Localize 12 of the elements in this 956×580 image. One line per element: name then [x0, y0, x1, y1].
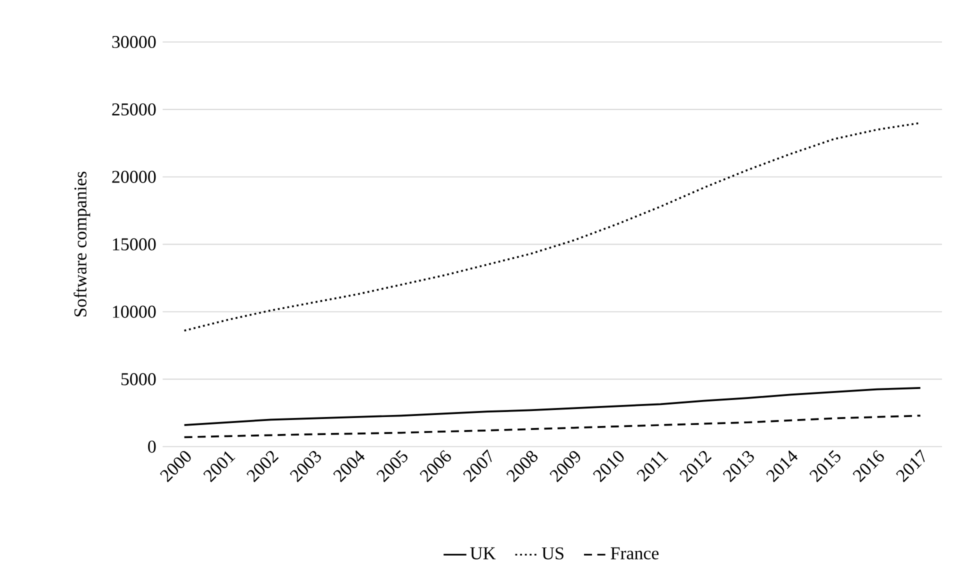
y-tick-label: 25000	[112, 103, 156, 116]
y-tick-label: 5000	[121, 373, 156, 386]
y-tick-label: 20000	[112, 170, 156, 183]
legend-label: France	[610, 547, 659, 560]
y-tick-label: 10000	[112, 306, 156, 318]
y-tick-label: 15000	[112, 238, 156, 250]
y-tick-label: 30000	[112, 36, 156, 48]
y-axis-title: Software companies	[74, 172, 90, 316]
y-tick-label: 0	[148, 440, 156, 453]
legend-label: US	[542, 547, 564, 560]
legend-label: UK	[470, 547, 496, 560]
x-tick-label: 2011	[636, 451, 668, 482]
